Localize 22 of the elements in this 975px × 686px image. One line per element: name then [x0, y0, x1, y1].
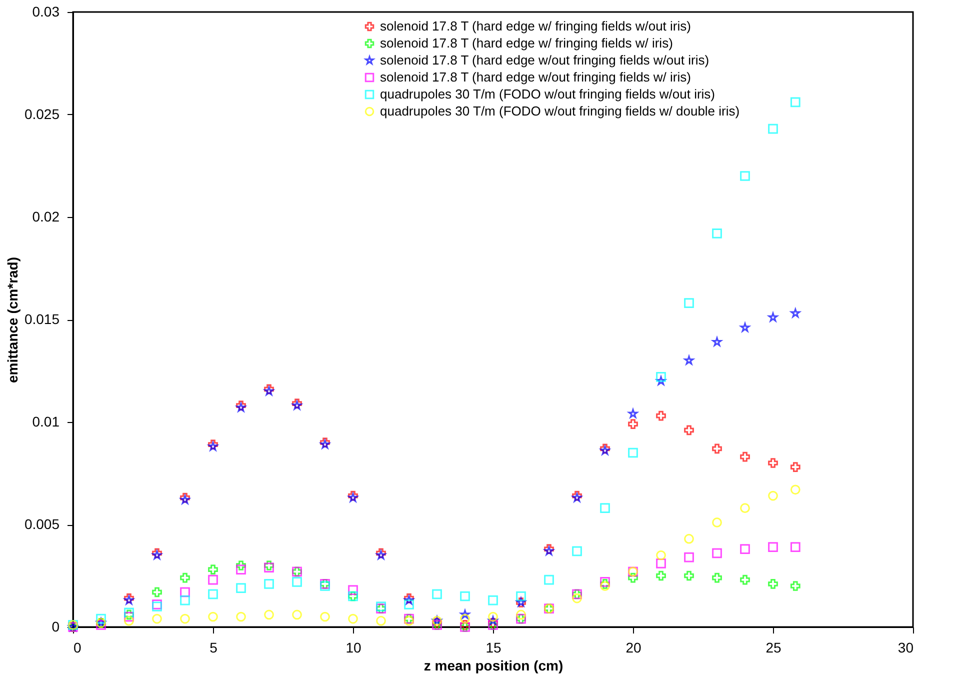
x-tick-label: 25: [766, 640, 782, 656]
x-axis-title: z mean position (cm): [424, 658, 564, 674]
x-tick-label: 5: [210, 640, 218, 656]
y-tick-label: 0.015: [24, 311, 60, 327]
y-tick-label: 0: [52, 618, 60, 634]
y-tick-label: 0.02: [32, 208, 60, 224]
x-tick-label: 0: [74, 640, 82, 656]
legend-label: quadrupoles 30 T/m (FODO w/out fringing fields w/out iris): [380, 86, 716, 102]
y-axis-title: emittance (cm*rad): [4, 256, 20, 384]
y-tick-label: 0.01: [32, 414, 60, 430]
x-tick-label: 10: [346, 640, 362, 656]
y-tick-label: 0.005: [24, 516, 60, 532]
legend-label: solenoid 17.8 T (hard edge w/out fringing fields w/out iris): [380, 52, 710, 68]
y-tick-label: 0.03: [32, 4, 60, 20]
x-tick-label: 15: [486, 640, 502, 656]
legend-label: solenoid 17.8 T (hard edge w/ fringing fields w/out iris): [380, 18, 691, 34]
y-tick-label: 0.025: [24, 106, 60, 122]
legend-label: solenoid 17.8 T (hard edge w/out fringing fields w/ iris): [380, 70, 691, 84]
legend-label: quadrupoles 30 T/m (FODO w/out fringing fields w/ double iris): [380, 104, 740, 118]
x-tick-label: 20: [626, 640, 642, 656]
x-tick-label: 30: [898, 640, 914, 656]
legend-label: solenoid 17.8 T (hard edge w/ fringing fields w/ iris): [380, 36, 673, 50]
